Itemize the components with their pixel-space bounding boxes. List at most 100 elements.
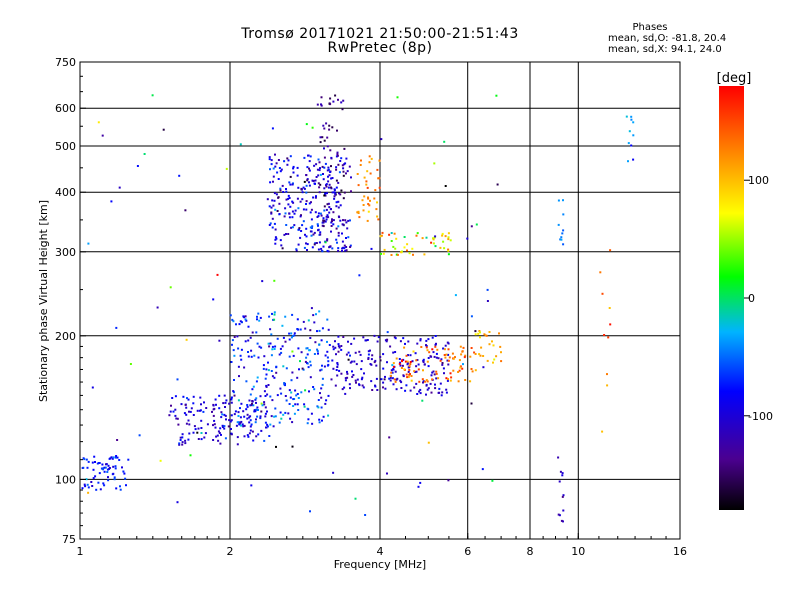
- echo-point: [345, 249, 348, 252]
- echo-point: [479, 354, 482, 357]
- echo-point: [373, 361, 376, 364]
- echo-point: [86, 466, 89, 469]
- echo-point: [439, 382, 442, 385]
- echo-point: [318, 329, 321, 332]
- echo-point: [318, 241, 321, 244]
- echo-point: [272, 180, 274, 183]
- echo-point: [562, 229, 565, 232]
- echo-point: [479, 336, 481, 339]
- echo-point: [447, 236, 450, 239]
- echo-point: [239, 421, 242, 424]
- echo-point: [190, 407, 193, 410]
- echo-point: [376, 201, 378, 204]
- echo-point: [396, 253, 399, 256]
- echo-point: [256, 376, 259, 379]
- echo-point: [218, 339, 221, 342]
- echo-point: [322, 245, 325, 248]
- x-axis-label: Frequency [MHz]: [334, 558, 426, 571]
- echo-point: [435, 352, 438, 355]
- echo-point: [306, 347, 309, 350]
- echo-point: [445, 388, 448, 391]
- echo-point: [470, 225, 473, 228]
- echo-point: [251, 388, 254, 391]
- echo-point: [378, 159, 381, 162]
- echo-point: [327, 250, 330, 253]
- echo-point: [326, 356, 329, 359]
- echo-point: [255, 401, 257, 404]
- echo-point: [219, 427, 222, 430]
- echo-point: [410, 375, 413, 377]
- echo-point: [270, 206, 273, 209]
- echo-point: [428, 351, 431, 354]
- echo-point: [412, 253, 414, 256]
- echo-point: [375, 208, 378, 211]
- echo-point: [320, 247, 323, 250]
- echo-point: [435, 372, 438, 375]
- echo-point: [421, 237, 424, 240]
- echo-point: [317, 212, 320, 215]
- echo-point: [197, 438, 200, 440]
- echo-point: [336, 151, 339, 154]
- echo-point: [259, 417, 262, 420]
- echo-point: [225, 399, 228, 402]
- echo-point: [83, 483, 86, 486]
- echo-point: [227, 425, 230, 428]
- echo-point: [334, 346, 337, 349]
- echo-point: [370, 358, 373, 361]
- echo-point: [97, 481, 100, 484]
- echo-point: [357, 212, 360, 214]
- echo-point: [251, 331, 254, 334]
- echo-point: [274, 242, 277, 245]
- echo-point: [349, 387, 351, 390]
- echo-point: [111, 457, 114, 460]
- echo-point: [281, 184, 284, 187]
- echo-point: [311, 422, 314, 425]
- echo-point: [328, 206, 331, 209]
- echo-point: [343, 244, 346, 247]
- echo-point: [427, 387, 430, 390]
- echo-point: [323, 156, 326, 159]
- echo-point: [337, 247, 340, 250]
- echo-point: [192, 402, 195, 405]
- echo-point: [311, 225, 314, 228]
- echo-point: [264, 412, 267, 415]
- echo-point: [185, 338, 188, 341]
- x-tick-label: 10: [571, 545, 585, 558]
- echo-point: [392, 365, 395, 368]
- echo-point: [382, 353, 385, 356]
- echo-point: [212, 404, 215, 407]
- echo-point: [444, 235, 447, 238]
- echo-point: [335, 201, 338, 204]
- echo-point: [358, 216, 361, 219]
- echo-point: [301, 198, 304, 201]
- echo-point: [367, 356, 370, 359]
- echo-point: [320, 96, 323, 99]
- echo-point: [305, 184, 308, 187]
- echo-point: [106, 468, 109, 471]
- echo-point: [284, 411, 287, 414]
- echo-point: [406, 243, 409, 246]
- echo-point: [347, 358, 350, 361]
- echo-point: [334, 94, 337, 97]
- echo-point: [326, 169, 329, 172]
- echo-point: [345, 237, 347, 239]
- echo-point: [408, 365, 411, 368]
- echo-point: [384, 375, 386, 378]
- echo-point: [113, 478, 116, 481]
- echo-point: [407, 340, 410, 343]
- echo-point: [349, 246, 352, 248]
- echo-point: [312, 196, 315, 199]
- echo-point: [368, 204, 371, 207]
- echo-point: [417, 368, 420, 371]
- echo-point: [221, 424, 224, 427]
- echo-point: [318, 343, 321, 346]
- echo-point: [500, 351, 502, 354]
- echo-point: [294, 403, 297, 406]
- echo-point: [268, 156, 271, 159]
- echo-point: [562, 213, 565, 216]
- echo-point: [335, 369, 338, 371]
- echo-point: [282, 336, 285, 339]
- echo-point: [174, 395, 177, 398]
- echo-point: [223, 425, 226, 428]
- echo-point: [303, 180, 306, 183]
